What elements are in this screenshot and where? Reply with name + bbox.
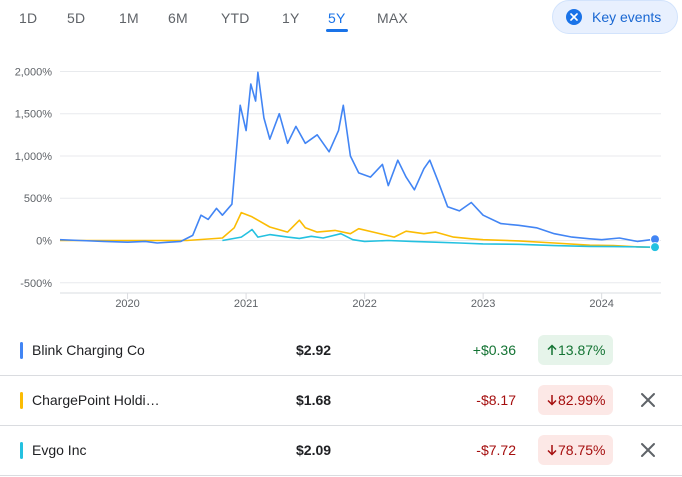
tab-1y[interactable]: 1Y <box>282 10 300 26</box>
holding-price: $2.09 <box>296 442 332 458</box>
y-tick-label: 2,000% <box>15 66 53 78</box>
y-tick-label: 1,000% <box>15 151 53 163</box>
holding-change: -$7.72 <box>476 442 516 458</box>
list-item-evgo[interactable]: Evgo Inc $2.09 -$7.72 78.75% <box>0 426 682 476</box>
series-endpoint <box>650 242 660 253</box>
holding-name: Blink Charging Co <box>32 342 145 358</box>
holding-percent-badge: 78.75% <box>538 435 614 465</box>
arrow-up-icon <box>547 344 557 355</box>
close-circle-icon <box>566 9 582 25</box>
holding-name: Evgo Inc <box>32 442 87 458</box>
tab-max[interactable]: MAX <box>377 10 408 26</box>
holding-name: ChargePoint Holdi… <box>32 392 160 408</box>
holding-change: +$0.36 <box>472 342 516 358</box>
series-line <box>59 71 656 244</box>
remove-comparison-button[interactable] <box>636 438 660 462</box>
arrow-down-icon <box>547 445 557 456</box>
series-color-marker <box>20 442 23 459</box>
x-tick-label: 2022 <box>352 298 376 310</box>
x-tick-label: 2020 <box>115 298 139 310</box>
list-item-blink[interactable]: Blink Charging Co $2.92 +$0.36 13.87% <box>0 326 682 376</box>
list-item-chargepoint[interactable]: ChargePoint Holdi… $1.68 -$8.17 82.99% <box>0 376 682 426</box>
x-tick-label: 2023 <box>471 298 495 310</box>
series-line <box>222 228 656 248</box>
holding-percent-badge: 82.99% <box>538 385 614 415</box>
range-tabs: 1D 5D 1M 6M YTD 1Y 5Y MAX <box>0 0 440 36</box>
holding-percent: 82.99% <box>558 392 606 408</box>
close-icon <box>641 393 655 407</box>
series-color-marker <box>20 342 23 359</box>
series-line <box>60 211 656 249</box>
x-tick-label: 2024 <box>589 298 613 310</box>
holding-percent: 13.87% <box>558 342 606 358</box>
key-events-label: Key events <box>592 9 662 25</box>
holding-price: $1.68 <box>296 392 332 408</box>
tab-1d[interactable]: 1D <box>19 10 38 26</box>
series-color-marker <box>20 392 23 409</box>
close-icon <box>641 443 655 457</box>
key-events-button[interactable]: Key events <box>552 0 678 34</box>
tab-1m[interactable]: 1M <box>119 10 139 26</box>
holding-change: -$8.17 <box>476 392 516 408</box>
tab-5y[interactable]: 5Y <box>326 10 348 32</box>
x-tick-label: 2021 <box>234 298 258 310</box>
price-chart[interactable]: 2,000% 1,500% 1,000% 500% 0% -500% 2020 2021 202… <box>0 50 682 322</box>
y-tick-label: 500% <box>24 193 52 205</box>
y-tick-label: 0% <box>36 236 52 248</box>
tab-ytd[interactable]: YTD <box>221 10 250 26</box>
y-tick-label: -500% <box>20 278 52 290</box>
holding-percent: 78.75% <box>558 442 606 458</box>
remove-comparison-button[interactable] <box>636 388 660 412</box>
holdings-list: Blink Charging Co $2.92 +$0.36 13.87% Ch… <box>0 326 682 476</box>
tab-5d[interactable]: 5D <box>67 10 86 26</box>
arrow-down-icon <box>547 395 557 406</box>
holding-price: $2.92 <box>296 342 332 358</box>
holding-percent-badge: 13.87% <box>538 335 614 365</box>
tab-6m[interactable]: 6M <box>168 10 188 26</box>
y-tick-label: 1,500% <box>15 109 53 121</box>
